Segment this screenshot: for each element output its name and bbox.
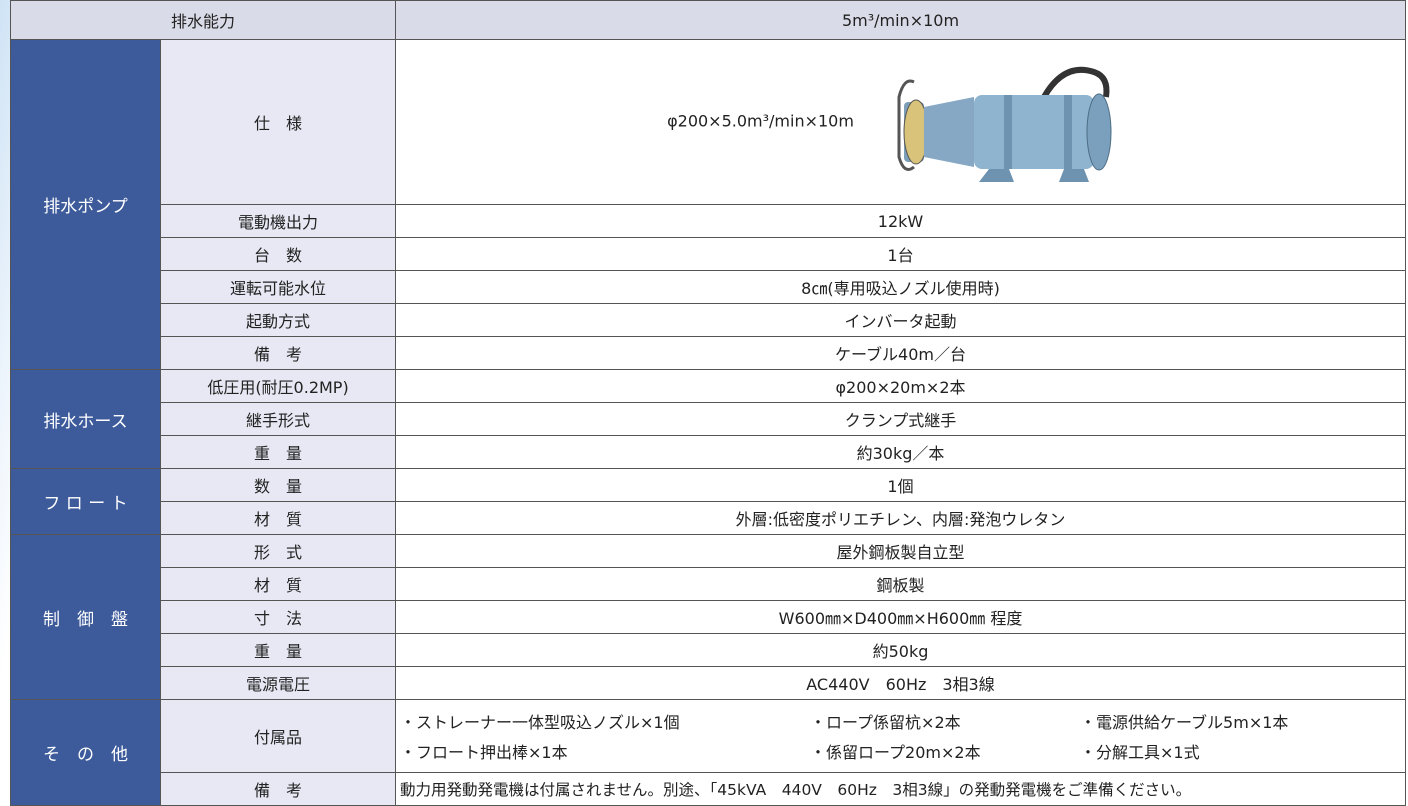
item-name: 材 質 xyxy=(159,501,397,535)
value: ケーブル40m／台 xyxy=(395,336,1406,370)
value-text: クランプ式継手 xyxy=(844,411,957,430)
spec-row: 排水ホース 低圧用(耐圧0.2MP) φ200×20m×2本 xyxy=(10,369,1406,469)
header-row: 排水能力 5m³/min×10m xyxy=(9,0,1406,40)
value: W600㎜×D400㎜×H600㎜ 程度 xyxy=(395,600,1406,634)
spec-row: 重 量 約50kg xyxy=(11,633,1406,667)
value: 外層:低密度ポリエチレン、内層:発泡ウレタン xyxy=(395,501,1406,535)
item-name: 低圧用(耐圧0.2MP) xyxy=(159,369,397,403)
value-text: 外層:低密度ポリエチレン、内層:発泡ウレタン xyxy=(735,510,1066,529)
value: φ200×20m×2本 xyxy=(395,369,1406,403)
value-text: 約30kg／本 xyxy=(856,444,945,463)
value-text: 12kW xyxy=(877,211,924,231)
item-name: 仕 様 xyxy=(159,39,397,205)
value: クランプ式継手 xyxy=(395,402,1406,436)
accessory: ・フロート押出棒×1本 xyxy=(400,743,568,762)
spec-row: 継手形式 クランプ式継手 xyxy=(11,402,1406,436)
spec-row: フ ロ ー ト数 量 1個 xyxy=(10,468,1406,535)
spec-row: 寸 法 W600㎜×D400㎜×H600㎜ 程度 xyxy=(11,600,1406,634)
accessory: ・係留ロープ20m×2本 xyxy=(810,743,981,762)
item-name: 付属品 xyxy=(159,699,397,773)
spec-row: 制 御 盤形 式 屋外鋼板製自立型 xyxy=(10,534,1406,700)
value: インバータ起動 xyxy=(395,303,1406,337)
accessory: ・ロープ係留杭×2本 xyxy=(810,713,961,732)
spec-row: 重 量 約30kg／本 xyxy=(11,435,1406,469)
value: 8㎝(専用吸込ノズル使用時) xyxy=(395,270,1406,304)
value-text: 約50kg xyxy=(872,642,929,661)
item-name: 継手形式 xyxy=(159,402,397,436)
spec-row: 電動機出力 12kW xyxy=(11,204,1406,238)
accessory: ・分解工具×1式 xyxy=(1080,743,1200,762)
value-text: AC440V 60Hz 3相3線 xyxy=(806,675,995,694)
item-name: 電源電圧 xyxy=(159,666,397,700)
value-text: 鋼板製 xyxy=(876,576,925,595)
value: AC440V 60Hz 3相3線 xyxy=(395,666,1406,700)
value-text: 1台 xyxy=(887,246,914,265)
item-name: 重 量 xyxy=(159,435,397,469)
spec-row: 排水ポンプ仕 様 φ200×5.0m³/min×10m xyxy=(10,39,1406,370)
item-name: 寸 法 xyxy=(159,600,397,634)
pump-image xyxy=(897,66,1112,182)
value: 動力用発動発電機は付属されません。別途、「45kVA 440V 60Hz 3相3… xyxy=(395,772,1406,806)
spec-row: 起動方式 インバータ起動 xyxy=(11,303,1406,337)
item-name: 材 質 xyxy=(159,567,397,601)
value: 約50kg xyxy=(395,633,1406,667)
item-name: 形 式 xyxy=(159,534,397,568)
value: 鋼板製 xyxy=(395,567,1406,601)
accessory: ・電源供給ケーブル5m×1本 xyxy=(1080,713,1289,732)
value-text: 8㎝(専用吸込ノズル使用時) xyxy=(801,279,1000,298)
value-text: インバータ起動 xyxy=(844,312,957,331)
accessory: ・ストレーナー一体型吸込ノズル×1個 xyxy=(400,713,680,732)
spec-table: 排水能力 5m³/min×10m 排水ポンプ仕 様 φ200×5.0m³/min×10… xyxy=(9,0,1406,806)
value-text: 1個 xyxy=(887,477,914,496)
spec-row: 運転可能水位 8㎝(専用吸込ノズル使用時) xyxy=(11,270,1406,304)
spec-row: 備 考動力用発動発電機は付属されません。別途、「45kVA 440V 60Hz … xyxy=(11,772,1406,806)
value-text: φ200×5.0m³/min×10m xyxy=(667,111,854,131)
value: 1台 xyxy=(395,237,1406,271)
accessories: ・ストレーナー一体型吸込ノズル×1個 ・ロープ係留杭×2本 ・電源供給ケーブル5m×… xyxy=(395,699,1406,773)
group-name: 排水ポンプ xyxy=(10,39,161,370)
item-name: 台 数 xyxy=(159,237,397,271)
group-name: 排水ホース xyxy=(10,369,161,469)
item-name: 電動機出力 xyxy=(159,204,397,238)
value: 屋外鋼板製自立型 xyxy=(395,534,1406,568)
value-text: 屋外鋼板製自立型 xyxy=(836,543,965,562)
accessory-list: ・ストレーナー一体型吸込ノズル×1個 ・ロープ係留杭×2本 ・電源供給ケーブル5m×… xyxy=(400,709,1401,763)
group-name: 制 御 盤 xyxy=(10,534,161,700)
spec-row: 材 質 鋼板製 xyxy=(11,567,1406,601)
item-name: 備 考 xyxy=(159,772,397,806)
value: 1個 xyxy=(395,468,1406,502)
value: 約30kg／本 xyxy=(395,435,1406,469)
value-text: W600㎜×D400㎜×H600㎜ 程度 xyxy=(778,609,1023,628)
spec-row: 備 考 ケーブル40m／台 xyxy=(11,336,1406,370)
spec-row: そ の 他付属品 ・ストレーナー一体型吸込ノズル×1個 ・ロープ係留杭×2本 ・電源供… xyxy=(10,699,1406,806)
group-name: そ の 他 xyxy=(10,699,161,806)
spec-row: 電源電圧 AC440V 60Hz 3相3線 xyxy=(11,666,1406,700)
spec-row: 台 数 1台 xyxy=(11,237,1406,271)
value-text: ケーブル40m／台 xyxy=(835,345,966,364)
value-text: 動力用発動発電機は付属されません。別途、「45kVA 440V 60Hz 3相3… xyxy=(400,781,1192,799)
item-name: 重 量 xyxy=(159,633,397,667)
item-name: 起動方式 xyxy=(159,303,397,337)
spec-row: 材 質 外層:低密度ポリエチレン、内層:発泡ウレタン xyxy=(11,501,1406,535)
item-name: 備 考 xyxy=(159,336,397,370)
group-name: フ ロ ー ト xyxy=(10,468,161,535)
item-name: 運転可能水位 xyxy=(159,270,397,304)
value: φ200×5.0m³/min×10m xyxy=(395,39,1406,205)
header-value: 5m³/min×10m xyxy=(395,0,1406,40)
item-name: 数 量 xyxy=(159,468,397,502)
value: 12kW xyxy=(395,204,1406,238)
header-label: 排水能力 xyxy=(9,0,397,40)
value-text: φ200×20m×2本 xyxy=(835,378,966,397)
